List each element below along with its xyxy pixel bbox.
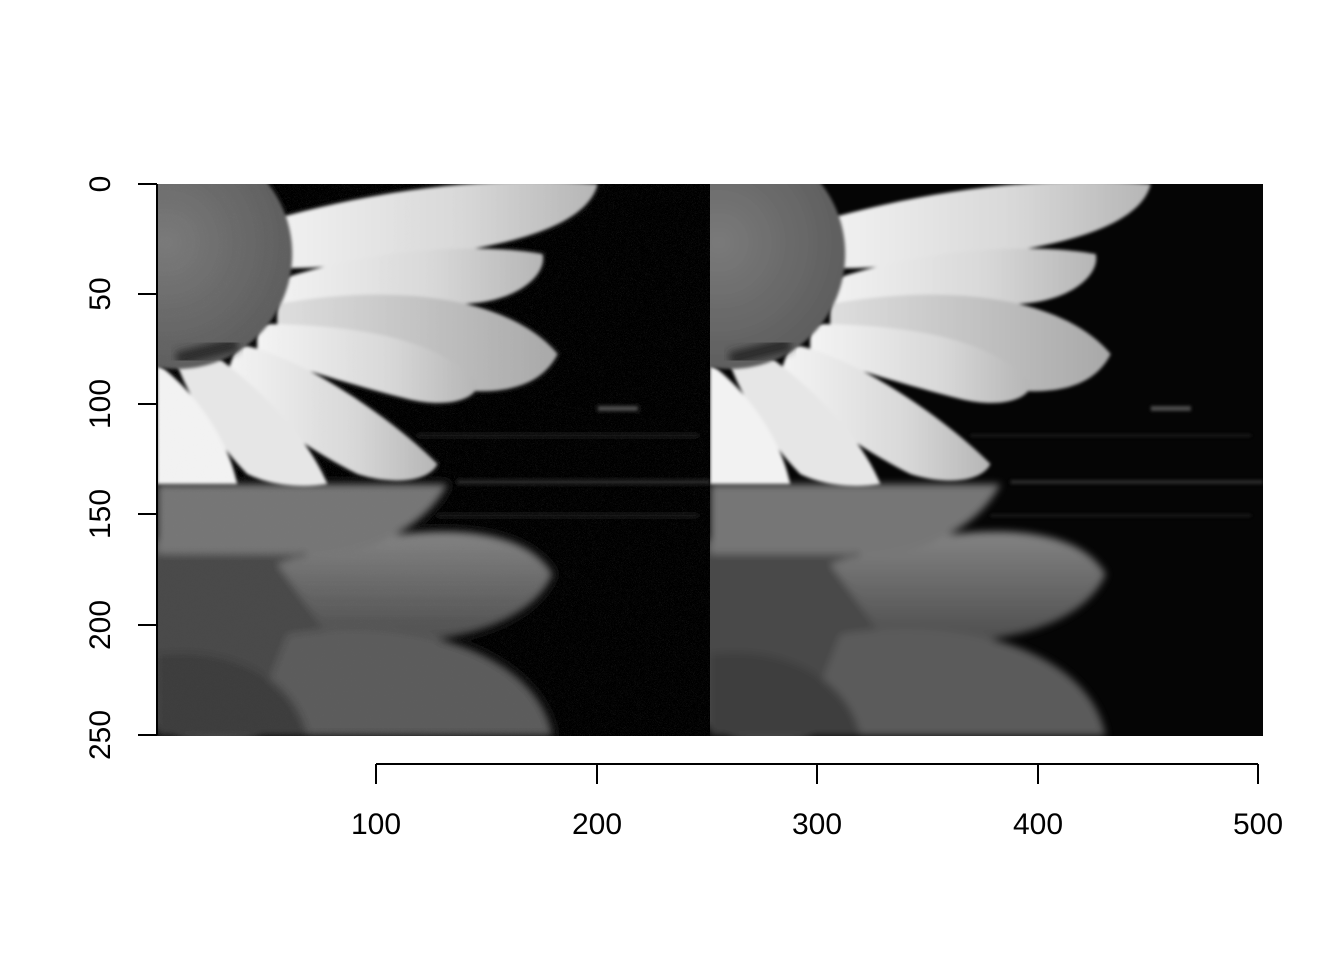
y-tick-label: 50 bbox=[84, 277, 117, 310]
x-tick-label: 300 bbox=[792, 808, 842, 841]
x-tick-labels: 100 200 300 400 500 bbox=[351, 808, 1283, 841]
y-tick-label: 100 bbox=[84, 379, 117, 429]
x-tick-label: 400 bbox=[1013, 808, 1063, 841]
y-tick-label: 0 bbox=[84, 176, 117, 193]
y-axis bbox=[138, 183, 158, 736]
x-axis bbox=[375, 763, 1259, 784]
x-tick-label: 500 bbox=[1233, 808, 1283, 841]
x-tick-label: 100 bbox=[351, 808, 401, 841]
y-tick-label: 200 bbox=[84, 600, 117, 650]
y-tick-label: 150 bbox=[84, 489, 117, 539]
left-image-panel bbox=[62, 139, 710, 744]
x-tick-label: 200 bbox=[572, 808, 622, 841]
y-tick-label: 250 bbox=[84, 710, 117, 760]
right-image-panel bbox=[615, 139, 1263, 744]
y-tick-labels: 0 50 100 150 200 250 bbox=[84, 176, 117, 760]
